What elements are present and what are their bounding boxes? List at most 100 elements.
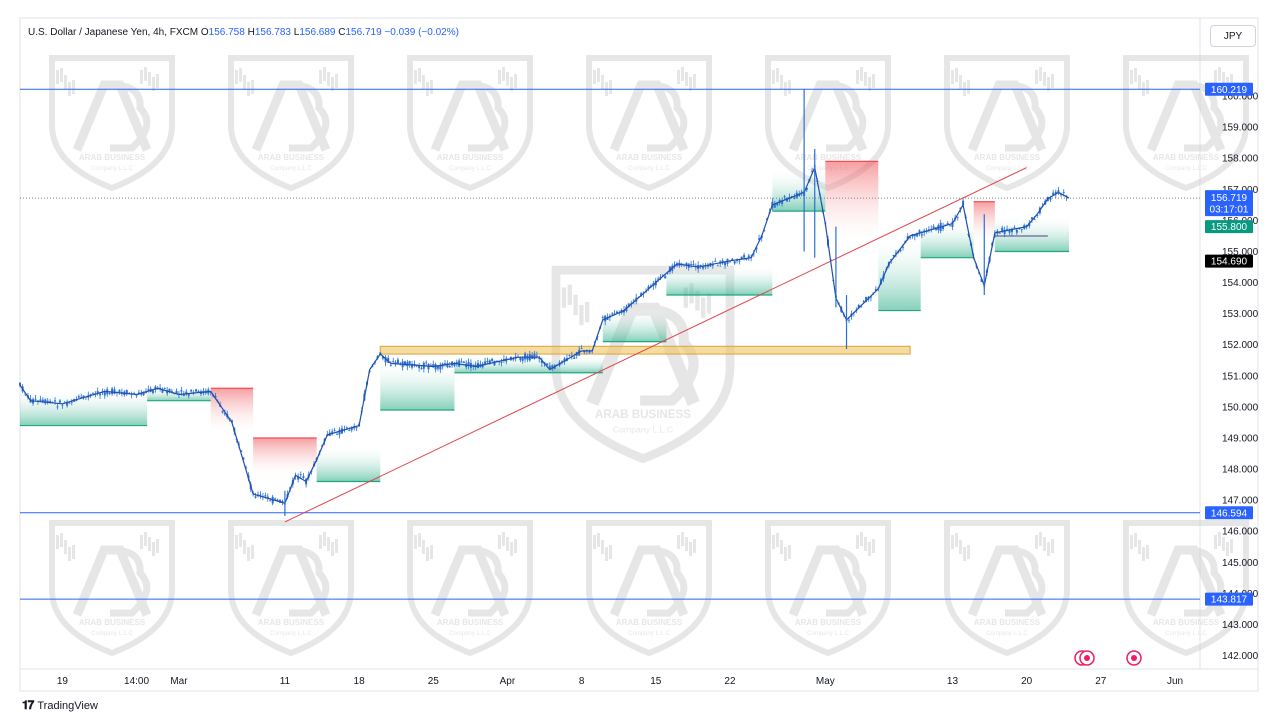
watermark-shield-icon: ARAB BUSINESS Company L.L.C [586, 520, 712, 657]
tradingview-brand[interactable]: 𝟏𝟕 TradingView [22, 698, 98, 713]
watermark-candle [140, 535, 143, 549]
candle-body [740, 256, 743, 260]
alert-icon-dot [1131, 655, 1137, 661]
x-tick-label: 11 [280, 676, 291, 687]
watermark-candle [788, 80, 791, 94]
watermark-candle [418, 533, 421, 547]
watermark-candle [68, 547, 71, 561]
level-price-label-bg [1205, 220, 1253, 234]
y-tick-label: 152.000 [1222, 340, 1259, 351]
candle-body [951, 221, 954, 227]
watermark-candle [323, 67, 326, 81]
candle-body [733, 261, 736, 264]
watermark-shield-icon: ARAB BUSINESS Company L.L.C [407, 520, 533, 657]
candle-body [446, 363, 449, 368]
candle-body [946, 223, 949, 226]
candle-body [436, 366, 439, 369]
watermark-candle [772, 535, 775, 549]
watermark-candle [498, 70, 501, 84]
candle-body [568, 355, 571, 357]
watermark-candle [963, 547, 966, 561]
watermark-candle [414, 535, 417, 549]
watermark-subtext: Company L.L.C [1165, 166, 1207, 172]
candle-body [862, 300, 865, 302]
watermark-candle [156, 74, 159, 88]
watermark-candle [955, 533, 958, 547]
currency-button[interactable]: JPY [1210, 25, 1256, 47]
watermark-letter-b [289, 546, 330, 617]
candle-body [182, 394, 185, 397]
watermark-candle [685, 72, 688, 86]
watermark-candle [1222, 537, 1225, 551]
candle-body [1008, 229, 1011, 233]
watermark-candle [856, 70, 859, 84]
watermark-candle [64, 75, 67, 89]
x-tick-label: 8 [579, 676, 585, 687]
candle-body [657, 278, 660, 280]
watermark-candle [331, 542, 334, 556]
watermark-candle [64, 540, 67, 554]
candle-body [197, 391, 200, 392]
candle-body [455, 362, 458, 364]
watermark-candle [140, 70, 143, 84]
watermark-candle [239, 68, 242, 82]
symbol-title[interactable]: U.S. Dollar / Japanese Yen, 4h, FXCM [28, 27, 199, 38]
watermark-shield-icon: ARAB BUSINESS Company L.L.C [944, 520, 1070, 657]
candle-body [166, 390, 169, 394]
trendline-layer [284, 167, 1048, 523]
watermark-letter-b [647, 546, 688, 617]
shield-outline [1123, 55, 1249, 192]
watermark-text: ARAB BUSINESS [795, 153, 862, 162]
watermark-candle [148, 537, 151, 551]
candle-body [68, 402, 71, 404]
candle-body [890, 259, 893, 261]
y-tick-label: 145.000 [1222, 558, 1259, 569]
candle-body [163, 388, 166, 390]
candle-body [413, 363, 416, 365]
watermark-candle [235, 70, 238, 84]
y-tick-label: 147.000 [1222, 496, 1259, 507]
candle-body [338, 429, 341, 435]
candle-body [420, 368, 423, 369]
watermark-candle [156, 539, 159, 553]
y-tick-label: 142.000 [1222, 651, 1259, 662]
watermark-letter-b [647, 81, 688, 152]
candle-body [702, 266, 705, 269]
watermark-candle [1214, 535, 1217, 549]
candle-body [1001, 227, 1004, 232]
x-tick-label: Jun [1167, 676, 1183, 687]
watermark-letter-b [1005, 546, 1046, 617]
candle-body [640, 293, 643, 296]
watermark-candle [1039, 67, 1042, 81]
hline-price-label: 160.219 [1211, 85, 1248, 96]
watermark-candle [148, 72, 151, 86]
candle-body [724, 261, 727, 266]
trendline [284, 167, 1027, 523]
candle-body [540, 360, 543, 363]
x-tick-label: 14:00 [124, 676, 149, 687]
watermark-candle [868, 77, 871, 91]
watermark-text: ARAB BUSINESS [795, 618, 862, 627]
cloud-band [454, 357, 603, 373]
watermark-text: ARAB BUSINESS [616, 618, 683, 627]
candle-body [1010, 228, 1013, 233]
candle-body [874, 289, 877, 291]
candle-body [190, 389, 193, 392]
y-tick-label: 150.000 [1222, 402, 1259, 413]
candle-body [793, 197, 796, 199]
watermark-text: ARAB BUSINESS [437, 153, 504, 162]
candle-body [392, 361, 395, 362]
x-tick-label: 19 [57, 676, 69, 687]
candle-body [125, 390, 128, 395]
candle-body [175, 390, 178, 394]
countdown-label: 03:17:01 [1210, 205, 1249, 216]
candle-body [573, 357, 576, 359]
watermark-letter-b [110, 81, 151, 152]
watermark-layer: ARAB BUSINESS Company L.L.C ARAB BUSINESS C… [49, 55, 1249, 657]
watermark-candle [1047, 77, 1050, 91]
y-tick-label: 160.000 [1222, 92, 1259, 103]
watermark-candle [706, 293, 712, 314]
watermark-letter-b [826, 546, 867, 617]
watermark-candle [510, 542, 513, 556]
